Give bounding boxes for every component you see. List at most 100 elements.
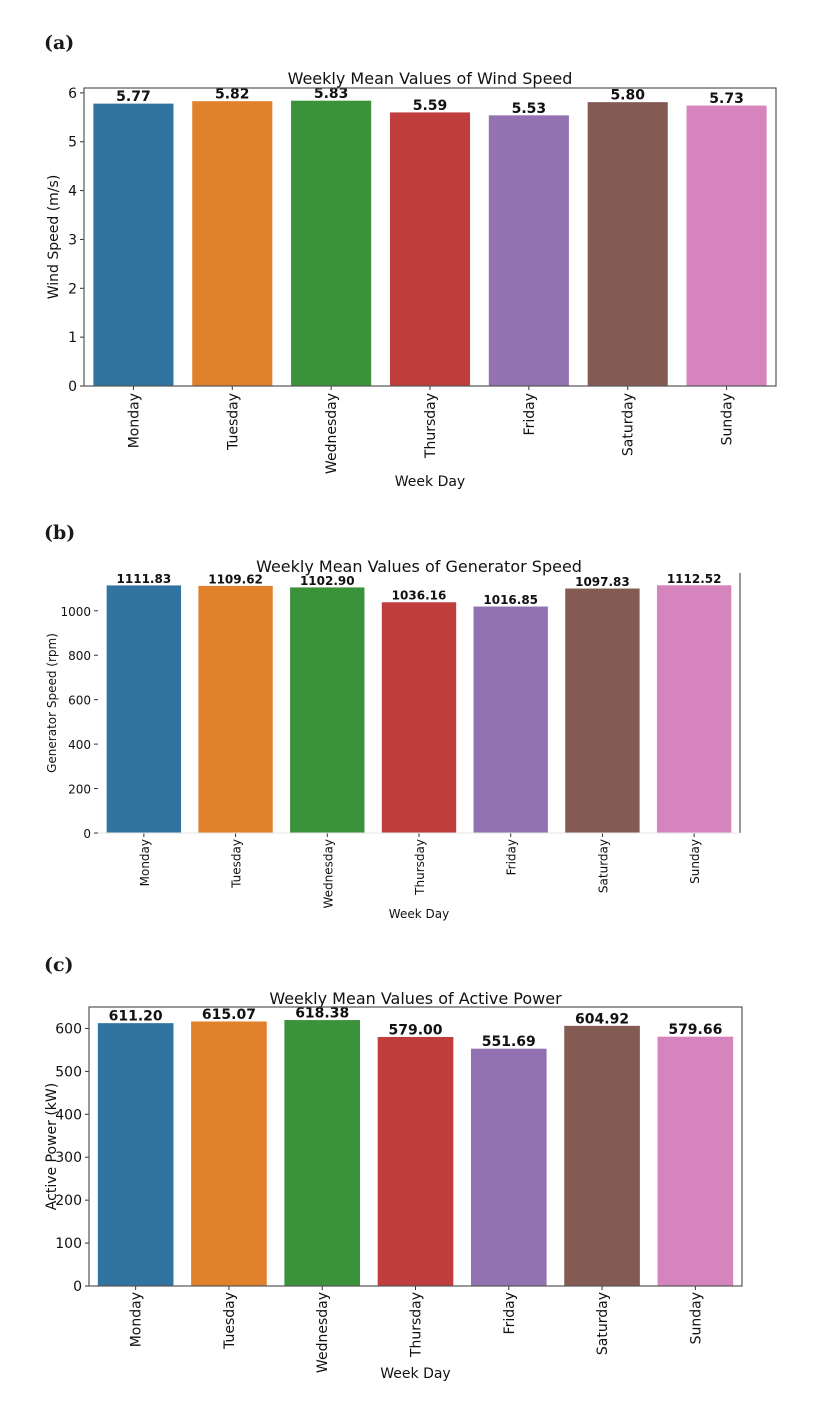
- x-tick-label: Thursday: [409, 1292, 425, 1358]
- bar-friday: [488, 115, 569, 387]
- x-axis-label: Week Day: [395, 474, 465, 490]
- x-tick-label: Thursday: [413, 839, 427, 896]
- value-label: 5.77: [116, 89, 151, 105]
- x-tick-label: Saturday: [596, 839, 610, 893]
- y-tick-label: 600: [68, 694, 91, 708]
- y-tick-label: 500: [55, 1064, 82, 1080]
- chart-title: Weekly Mean Values of Active Power: [269, 989, 562, 1008]
- bar-monday: [93, 103, 174, 387]
- x-tick-label: Saturday: [595, 1292, 611, 1355]
- x-tick-label: Tuesday: [222, 1292, 238, 1350]
- bar-saturday: [565, 588, 640, 834]
- x-tick-label: Sunday: [688, 839, 702, 884]
- x-tick-label: Wednesday: [324, 393, 340, 474]
- value-label: 5.83: [314, 86, 349, 102]
- value-label: 618.38: [295, 1006, 349, 1022]
- x-tick-label: Wednesday: [315, 1292, 331, 1373]
- value-label: 1097.83: [575, 575, 630, 589]
- chart-title: Weekly Mean Values of Generator Speed: [256, 557, 582, 576]
- value-label: 5.53: [512, 101, 547, 117]
- value-label: 5.80: [610, 88, 645, 104]
- value-label: 579.66: [668, 1022, 722, 1038]
- value-label: 5.82: [215, 87, 250, 103]
- y-tick-label: 100: [55, 1236, 82, 1252]
- panel-label-c: (c): [44, 954, 74, 976]
- value-label: 1102.90: [300, 574, 355, 588]
- x-tick-label: Tuesday: [230, 839, 244, 889]
- x-tick-label: Tuesday: [225, 393, 241, 451]
- y-tick-label: 0: [73, 1279, 82, 1295]
- value-label: 615.07: [202, 1007, 256, 1023]
- x-tick-label: Saturday: [621, 393, 637, 456]
- bar-thursday: [377, 1036, 454, 1287]
- value-label: 1036.16: [392, 589, 447, 603]
- x-tick-label: Sunday: [688, 1292, 704, 1344]
- bar-wednesday: [290, 587, 365, 834]
- bar-monday: [106, 585, 182, 834]
- bar-friday: [470, 1048, 547, 1287]
- y-tick-label: 200: [55, 1193, 82, 1209]
- x-tick-label: Monday: [138, 839, 152, 886]
- bar-sunday: [656, 585, 732, 834]
- x-tick-label: Sunday: [720, 393, 736, 445]
- value-label: 604.92: [575, 1011, 629, 1027]
- plot-frame: [88, 1006, 743, 1287]
- y-tick-label: 5: [68, 135, 77, 151]
- chart-title: Weekly Mean Values of Wind Speed: [288, 69, 573, 88]
- y-tick-label: 400: [68, 738, 91, 752]
- y-tick-label: 300: [55, 1150, 82, 1166]
- value-label: 1109.62: [208, 572, 263, 586]
- bar-saturday: [564, 1025, 640, 1287]
- y-tick-label: 200: [68, 783, 91, 797]
- x-tick-label: Thursday: [423, 393, 439, 459]
- value-label: 5.73: [709, 91, 744, 107]
- x-axis-label: Week Day: [380, 1366, 450, 1382]
- panel-label-a: (a): [44, 32, 75, 54]
- value-label: 611.20: [109, 1009, 163, 1025]
- y-tick-label: 0: [68, 379, 77, 395]
- bar-monday: [97, 1023, 174, 1287]
- y-tick-label: 2: [68, 281, 77, 297]
- value-label: 551.69: [482, 1034, 536, 1050]
- panel-label-b: (b): [44, 522, 76, 544]
- bar-wednesday: [291, 100, 372, 387]
- value-label: 5.59: [413, 98, 448, 114]
- bar-tuesday: [192, 101, 273, 387]
- value-label: 1112.52: [667, 572, 722, 586]
- y-tick-label: 1000: [60, 605, 91, 619]
- plot-frame: [83, 87, 777, 387]
- value-label: 1111.83: [117, 572, 172, 586]
- bar-sunday: [657, 1036, 734, 1287]
- bar-sunday: [686, 105, 767, 387]
- y-tick-label: 3: [68, 232, 77, 248]
- y-tick-label: 600: [55, 1021, 82, 1037]
- y-tick-label: 4: [68, 184, 77, 200]
- x-tick-label: Monday: [129, 1292, 145, 1347]
- value-label: 1016.85: [483, 593, 538, 607]
- bar-friday: [473, 606, 548, 834]
- bar-tuesday: [191, 1021, 267, 1287]
- bar-saturday: [587, 102, 668, 387]
- y-tick-label: 0: [83, 827, 91, 841]
- y-tick-label: 800: [68, 649, 91, 663]
- x-tick-label: Friday: [505, 839, 519, 875]
- y-axis-label: Generator Speed (rpm): [45, 633, 59, 773]
- bar-tuesday: [198, 585, 273, 834]
- x-tick-label: Friday: [522, 393, 538, 435]
- bar-thursday: [381, 602, 457, 834]
- y-tick-label: 400: [55, 1107, 82, 1123]
- bar-wednesday: [284, 1020, 361, 1287]
- value-label: 579.00: [388, 1022, 442, 1038]
- x-axis-label: Week Day: [389, 907, 449, 921]
- y-tick-label: 6: [68, 86, 77, 102]
- y-axis-label: Active Power (kW): [44, 1083, 60, 1210]
- x-tick-label: Wednesday: [321, 839, 335, 908]
- y-tick-label: 1: [68, 330, 77, 346]
- x-tick-label: Friday: [502, 1292, 518, 1334]
- x-tick-label: Monday: [126, 393, 142, 448]
- y-axis-label: Wind Speed (m/s): [46, 175, 62, 300]
- bar-thursday: [389, 112, 471, 387]
